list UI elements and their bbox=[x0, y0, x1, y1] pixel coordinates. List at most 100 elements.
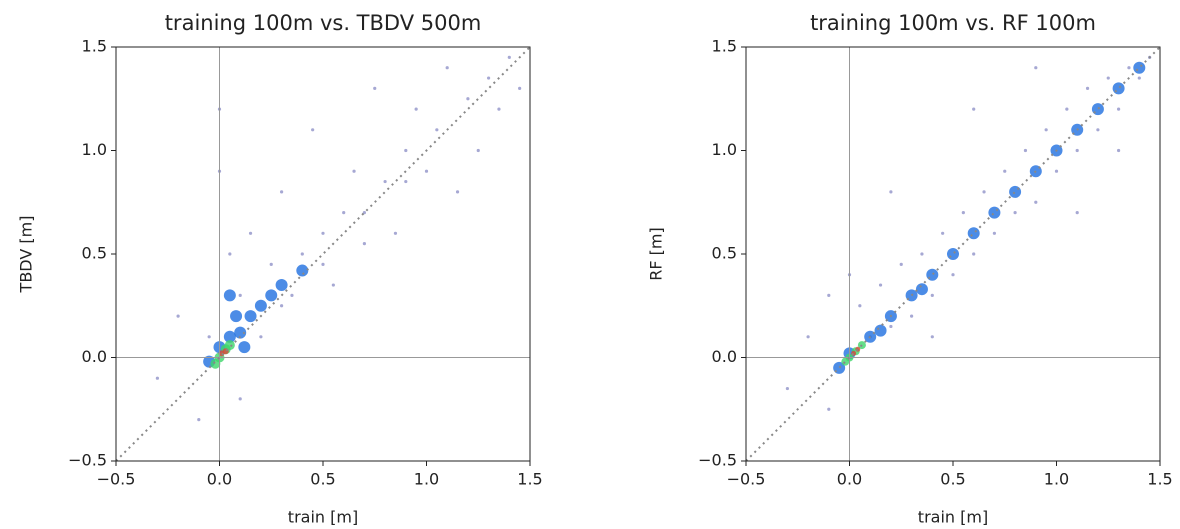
point bbox=[224, 340, 235, 351]
point bbox=[269, 262, 273, 266]
y-tick-label: 1.0 bbox=[82, 140, 107, 159]
point bbox=[238, 341, 251, 354]
point bbox=[915, 283, 928, 296]
point bbox=[207, 335, 211, 339]
point bbox=[280, 190, 284, 194]
point bbox=[296, 264, 309, 277]
point bbox=[1023, 148, 1028, 153]
point bbox=[899, 262, 903, 266]
point bbox=[300, 252, 304, 256]
point bbox=[1013, 211, 1017, 215]
plot-area bbox=[746, 47, 1160, 461]
point bbox=[1075, 211, 1079, 215]
chart-title: training 100m vs. RF 100m bbox=[810, 11, 1096, 35]
y-tick-label: 1.5 bbox=[82, 37, 107, 56]
point bbox=[435, 128, 439, 132]
x-tick-label: 1.5 bbox=[517, 470, 542, 489]
y-tick-label: 0.5 bbox=[712, 244, 737, 263]
y-tick-label: 0.5 bbox=[82, 244, 107, 263]
point bbox=[926, 268, 939, 281]
x-tick-label: 0.5 bbox=[940, 470, 965, 489]
y-tick-label: 1.0 bbox=[712, 140, 737, 159]
point bbox=[176, 314, 180, 318]
x-tick-label: 0.5 bbox=[310, 470, 335, 489]
point bbox=[889, 324, 893, 329]
point bbox=[445, 66, 449, 70]
point bbox=[404, 148, 408, 153]
point bbox=[373, 86, 377, 90]
point bbox=[197, 418, 201, 422]
x-tick-label: −0.5 bbox=[97, 470, 136, 489]
point bbox=[275, 279, 288, 292]
point bbox=[910, 314, 914, 318]
point bbox=[827, 293, 831, 297]
point bbox=[972, 252, 976, 256]
point bbox=[455, 190, 460, 194]
point bbox=[920, 252, 924, 256]
chart-title: training 100m vs. TBDV 500m bbox=[165, 11, 482, 35]
point bbox=[967, 227, 980, 240]
point bbox=[228, 252, 232, 256]
point bbox=[362, 242, 366, 246]
point bbox=[961, 211, 965, 215]
point bbox=[972, 107, 976, 111]
point bbox=[230, 310, 243, 323]
y-tick-label: −0.5 bbox=[698, 451, 737, 470]
y-tick-label: 0.0 bbox=[712, 347, 737, 366]
point bbox=[321, 231, 325, 235]
point bbox=[1112, 82, 1125, 95]
point bbox=[1034, 66, 1038, 70]
point bbox=[497, 107, 501, 111]
point bbox=[210, 358, 221, 369]
point bbox=[476, 148, 480, 153]
point bbox=[487, 76, 491, 80]
point bbox=[827, 407, 831, 411]
x-tick-label: 1.0 bbox=[1044, 470, 1069, 489]
point bbox=[806, 335, 810, 339]
point bbox=[280, 304, 284, 308]
point bbox=[290, 293, 294, 297]
point bbox=[1054, 169, 1059, 173]
point bbox=[244, 310, 257, 323]
point bbox=[1127, 66, 1131, 70]
point bbox=[238, 293, 242, 297]
point bbox=[841, 357, 850, 366]
point bbox=[342, 211, 346, 215]
point bbox=[393, 231, 398, 235]
point bbox=[1034, 200, 1038, 204]
point bbox=[223, 330, 236, 343]
x-tick-label: 1.5 bbox=[1147, 470, 1172, 489]
point bbox=[259, 335, 263, 339]
x-tick-label: 1.0 bbox=[414, 470, 439, 489]
point bbox=[254, 299, 267, 312]
point bbox=[1091, 103, 1104, 116]
point bbox=[414, 107, 418, 111]
point bbox=[238, 397, 242, 401]
identity-line bbox=[116, 47, 530, 461]
point bbox=[311, 128, 315, 132]
point bbox=[424, 169, 429, 173]
point bbox=[874, 324, 887, 337]
point bbox=[507, 55, 511, 59]
point bbox=[404, 179, 408, 184]
identity-line bbox=[746, 47, 1160, 461]
point bbox=[234, 326, 247, 339]
point bbox=[858, 304, 862, 308]
point bbox=[878, 283, 883, 287]
point bbox=[1065, 107, 1069, 111]
point bbox=[1117, 107, 1121, 111]
y-axis-label: TBDV [m] bbox=[17, 216, 36, 294]
point bbox=[992, 231, 997, 235]
point bbox=[466, 97, 470, 101]
point bbox=[1003, 169, 1007, 173]
point bbox=[982, 190, 986, 194]
y-tick-label: 0.0 bbox=[82, 347, 107, 366]
y-tick-label: 1.5 bbox=[712, 37, 737, 56]
point bbox=[518, 86, 522, 90]
point bbox=[947, 248, 959, 260]
point bbox=[248, 231, 253, 235]
plot-area bbox=[116, 47, 530, 461]
point bbox=[155, 376, 159, 380]
point bbox=[1106, 76, 1110, 80]
